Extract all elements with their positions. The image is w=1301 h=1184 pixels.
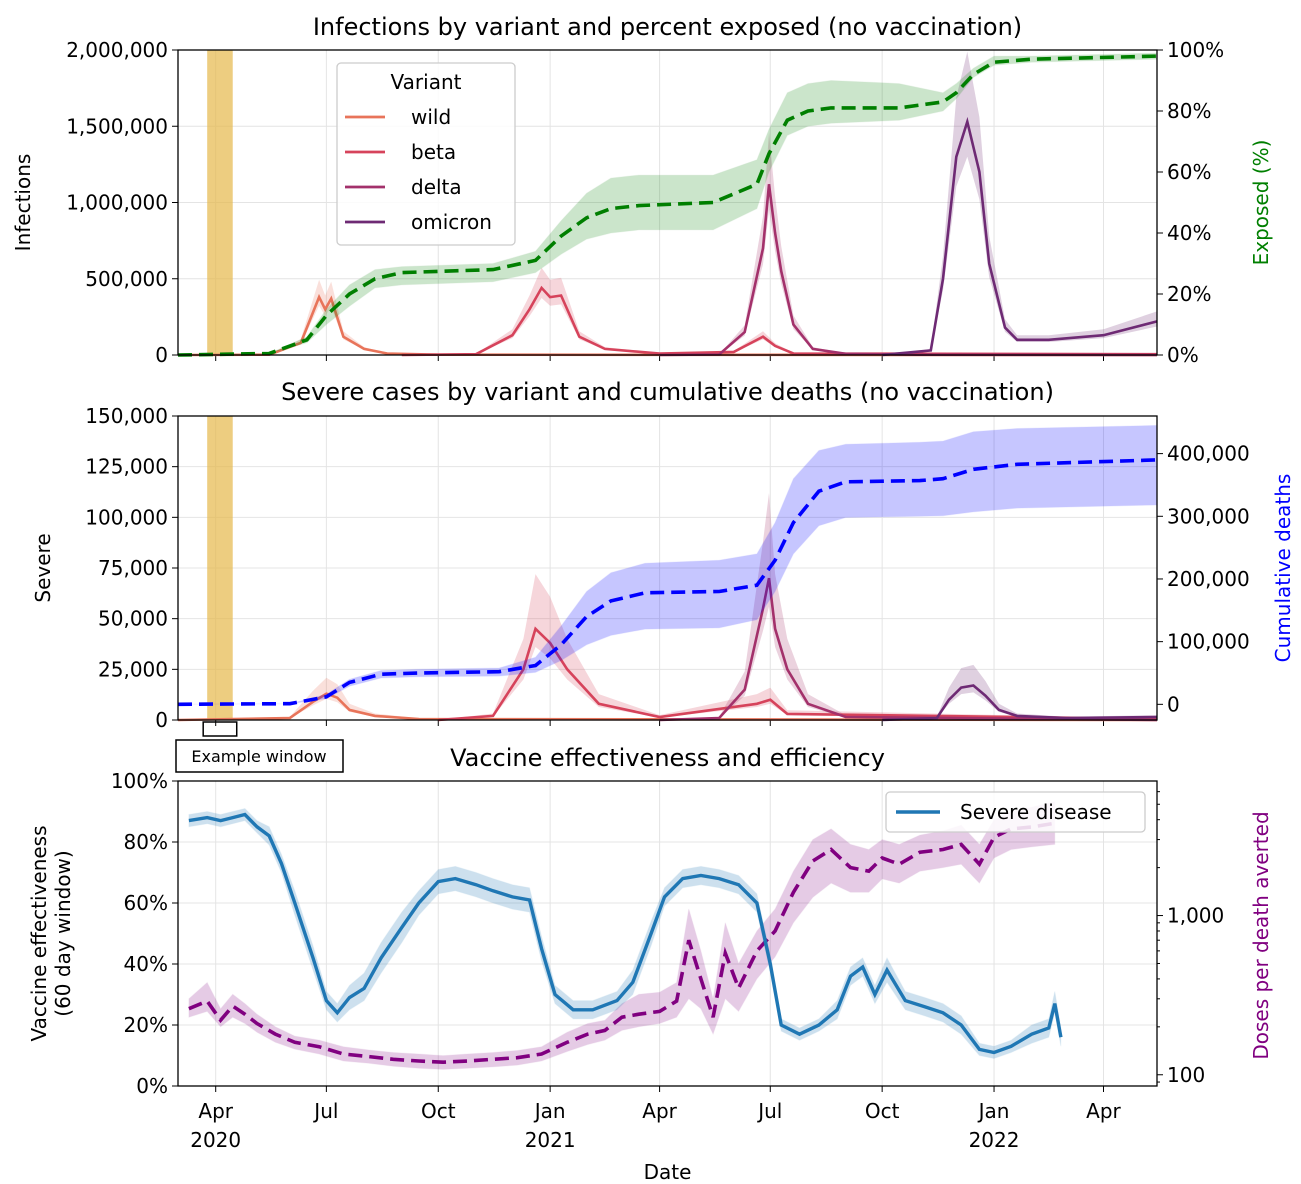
y2-tick-label: 0% bbox=[1167, 343, 1199, 367]
x-tick-label: Jan bbox=[533, 1099, 566, 1123]
legend-title: Variant bbox=[391, 70, 462, 94]
series-line-omicron bbox=[882, 684, 1158, 722]
series-line-delta bbox=[659, 577, 1158, 722]
y2-tick-label: 300,000 bbox=[1167, 504, 1250, 528]
y-tick-label: 0% bbox=[136, 1074, 168, 1098]
example-window-label: Example window bbox=[191, 747, 326, 766]
chart-layer: 0 500,000 1,000,000 1,500,000 2,000,000 0% 20%… bbox=[11, 13, 1295, 1184]
y-tick-label: 20% bbox=[124, 1013, 168, 1037]
y2-tick-label: 80% bbox=[1167, 99, 1211, 123]
y-tick-label: 150,000 bbox=[85, 404, 168, 428]
y2-tick-label: 1,000 bbox=[1167, 904, 1224, 928]
legend-box bbox=[336, 62, 516, 246]
panel-title: Severe cases by variant and cumulative d… bbox=[281, 378, 1054, 406]
y-tick-label: 100,000 bbox=[85, 505, 168, 529]
series-band-omicron bbox=[882, 51, 1157, 355]
y2-axis-label-line: Exposed (%) bbox=[1249, 140, 1273, 266]
x-axis-label: Date bbox=[644, 1160, 692, 1184]
y-axis-label-line: Severe bbox=[31, 533, 55, 602]
legend-label-omicron: omicron bbox=[411, 210, 492, 234]
x-tick-label: Jan bbox=[977, 1099, 1010, 1123]
example-window-label-box bbox=[175, 739, 344, 773]
x-year-label: 2020 bbox=[190, 1128, 241, 1152]
example-window-highlight bbox=[207, 50, 233, 355]
y2-axis-label: Cumulative deaths bbox=[1271, 474, 1295, 663]
panel-title: Vaccine effectiveness and efficiency bbox=[450, 744, 885, 772]
y2-tick-label: 60% bbox=[1167, 160, 1211, 184]
panel-title: Infections by variant and percent expose… bbox=[313, 13, 1022, 41]
y-tick-label: 2,000,000 bbox=[66, 38, 168, 62]
y2-axis-label-line: Cumulative deaths bbox=[1271, 474, 1295, 663]
series-line-beta bbox=[438, 626, 1158, 722]
y-axis-label-line: Infections bbox=[11, 154, 35, 252]
y2-tick-label: 400,000 bbox=[1167, 442, 1250, 466]
doses-band bbox=[188, 800, 1056, 1070]
y2-tick-label: 20% bbox=[1167, 282, 1211, 306]
x-tick-label: Apr bbox=[642, 1099, 677, 1123]
series-band-delta bbox=[659, 493, 1157, 720]
deaths-line bbox=[177, 458, 1158, 707]
y-axis-label-line: Vaccine effectiveness bbox=[27, 825, 51, 1041]
series-line-delta bbox=[659, 184, 1158, 357]
y2-tick-label: 100% bbox=[1167, 38, 1224, 62]
axes-frame bbox=[177, 415, 1158, 721]
x-tick-label: Oct bbox=[421, 1099, 456, 1123]
y-tick-label: 100% bbox=[111, 769, 168, 793]
legend-label-beta: beta bbox=[411, 140, 456, 164]
effectiveness-line bbox=[188, 812, 1063, 1055]
series-line-omicron bbox=[882, 116, 1158, 357]
x-tick-label: Apr bbox=[1086, 1099, 1121, 1123]
series-band-delta bbox=[659, 133, 1157, 355]
doses-line bbox=[188, 821, 1056, 1065]
series-line-wild bbox=[177, 692, 1158, 722]
y2-tick-label: 40% bbox=[1167, 221, 1211, 245]
y-tick-label: 75,000 bbox=[98, 556, 168, 580]
axes-frame bbox=[177, 49, 1158, 356]
y-tick-label: 40% bbox=[124, 952, 168, 976]
legend-label-delta: delta bbox=[411, 175, 462, 199]
axes-frame bbox=[177, 780, 1158, 1087]
y-tick-label: 25,000 bbox=[98, 657, 168, 681]
y-axis-label: Severe bbox=[31, 533, 55, 602]
y-tick-label: 80% bbox=[124, 830, 168, 854]
example-window-marker bbox=[202, 721, 238, 737]
legend-box bbox=[885, 791, 1146, 833]
exposed-line bbox=[177, 54, 1158, 357]
y-tick-label: 1,500,000 bbox=[66, 114, 168, 138]
y-tick-label: 0 bbox=[155, 343, 168, 367]
y2-tick-label: 200,000 bbox=[1167, 567, 1250, 591]
y-axis-label: Infections bbox=[11, 154, 35, 252]
y2-tick-label: 100 bbox=[1167, 1063, 1205, 1087]
x-year-label: 2022 bbox=[969, 1128, 1020, 1152]
x-tick-label: Jul bbox=[756, 1099, 782, 1123]
legend-label-wild: wild bbox=[411, 105, 451, 129]
x-tick-label: Apr bbox=[198, 1099, 233, 1123]
y-tick-label: 60% bbox=[124, 891, 168, 915]
y2-axis-label: Doses per death averted bbox=[1249, 811, 1273, 1059]
y-tick-label: 50,000 bbox=[98, 607, 168, 631]
x-tick-label: Jul bbox=[312, 1099, 338, 1123]
y-tick-label: 1,000,000 bbox=[66, 191, 168, 215]
x-year-label: 2021 bbox=[525, 1128, 576, 1152]
legend-label-severe-disease: Severe disease bbox=[960, 800, 1112, 824]
y-tick-label: 0 bbox=[155, 708, 168, 732]
y-axis-label-line: (60 day window) bbox=[51, 850, 75, 1016]
y2-tick-label: 100,000 bbox=[1167, 630, 1250, 654]
y-tick-label: 125,000 bbox=[85, 455, 168, 479]
y-tick-label: 500,000 bbox=[85, 267, 168, 291]
y2-axis-label: Exposed (%) bbox=[1249, 140, 1273, 266]
x-tick-label: Oct bbox=[865, 1099, 900, 1123]
y2-axis-label-line: Doses per death averted bbox=[1249, 811, 1273, 1059]
example-window-highlight bbox=[207, 416, 233, 720]
y2-tick-label: 0 bbox=[1167, 692, 1180, 716]
series-line-beta bbox=[401, 285, 1158, 357]
y-axis-label: Vaccine effectiveness(60 day window) bbox=[27, 825, 75, 1041]
